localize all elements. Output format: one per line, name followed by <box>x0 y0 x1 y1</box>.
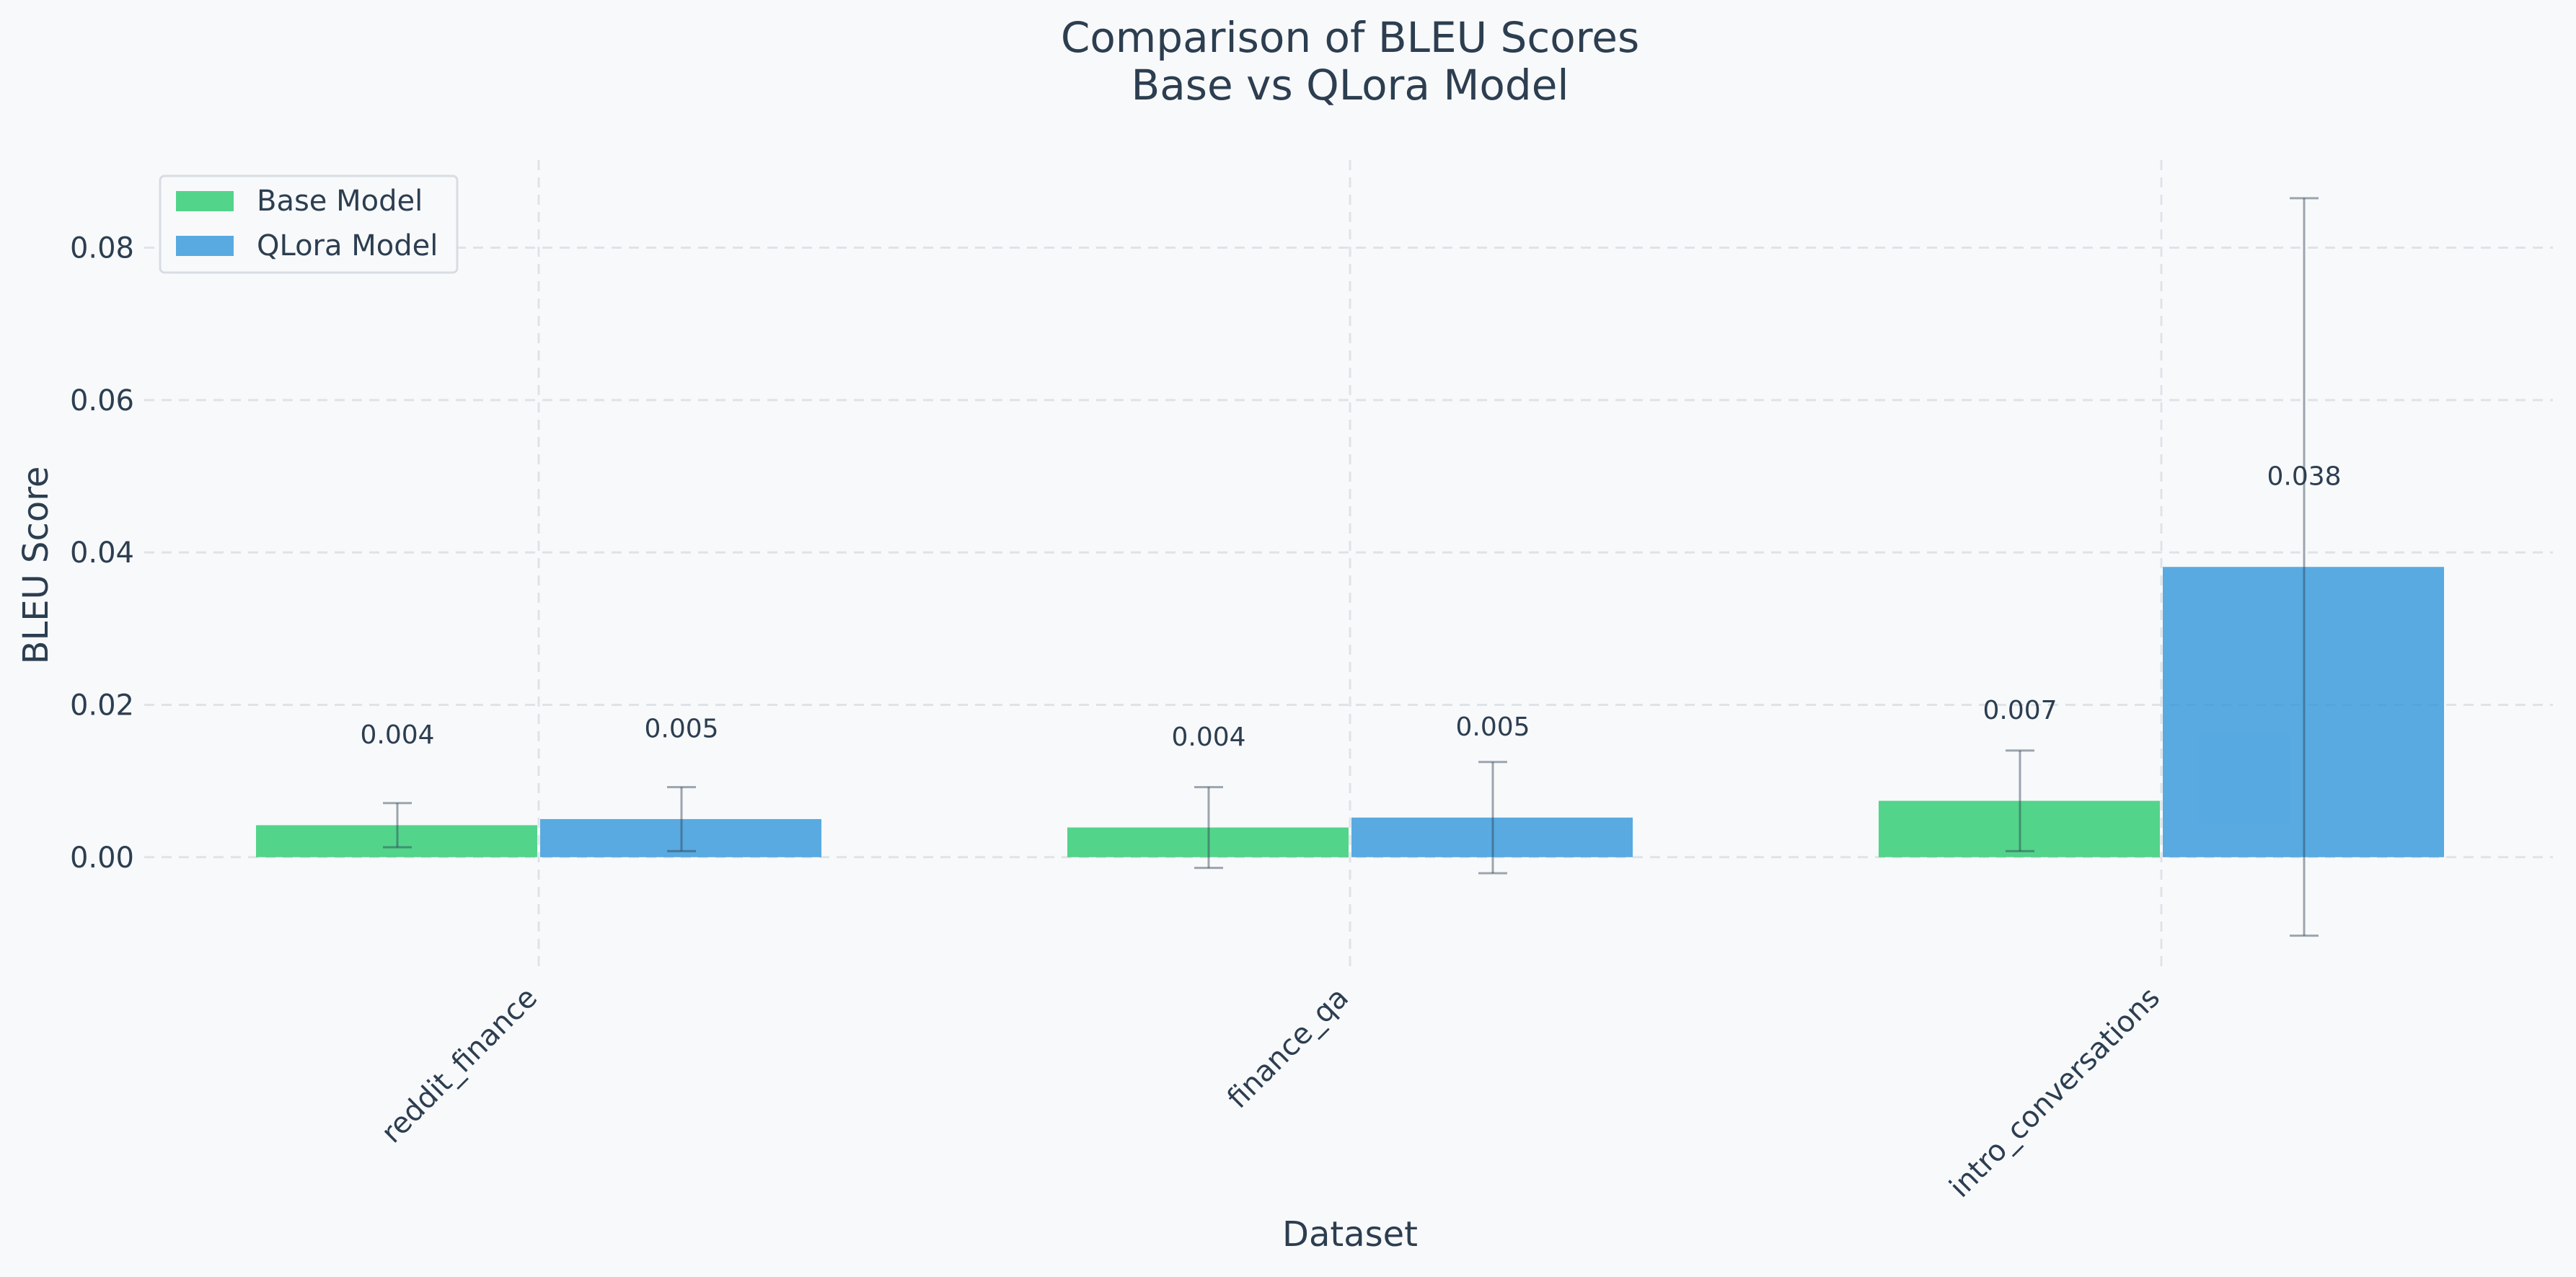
y-axis-ticks: 0.00 0.02 0.04 0.06 0.08 <box>70 232 134 875</box>
bar-value-label: 0.038 <box>2267 462 2341 492</box>
x-tick-label: intro_conversations <box>1944 981 2166 1204</box>
x-axis-ticks: reddit_finance finance_qa intro_conversati… <box>375 981 2166 1204</box>
chart-title: Comparison of BLEU Scores <box>1061 13 1639 62</box>
legend: Base Model QLora Model <box>159 174 459 274</box>
y-tick-label: 0.04 <box>70 536 134 570</box>
bars <box>256 567 2444 857</box>
bar-value-label: 0.004 <box>1171 723 1245 752</box>
bar-value-label: 0.007 <box>1982 696 2057 725</box>
bar-value-label: 0.005 <box>644 714 718 743</box>
bar-base-model <box>1879 800 2160 857</box>
y-axis-label: BLEU Score <box>16 467 56 665</box>
bar-value-label: 0.004 <box>360 720 434 750</box>
bar-value-label: 0.005 <box>1455 712 1530 742</box>
y-tick-label: 0.08 <box>70 232 134 265</box>
y-tick-label: 0.02 <box>70 689 134 722</box>
legend-label-qlora-model: QLora Model <box>257 229 438 262</box>
legend-frame <box>159 174 459 274</box>
bar-qlora-model <box>540 818 821 857</box>
bar-qlora-model <box>1351 817 1633 857</box>
y-tick-label: 0.06 <box>70 384 134 417</box>
legend-swatch-qlora-model <box>176 236 234 256</box>
bar-base-model <box>256 825 537 857</box>
error-bars <box>383 197 2319 937</box>
x-tick-label: finance_qa <box>1221 981 1355 1115</box>
bar-qlora-model <box>2163 567 2444 857</box>
x-axis-label: Dataset <box>1282 1214 1418 1255</box>
legend-label-base-model: Base Model <box>257 185 423 218</box>
bar-base-model <box>1067 827 1349 857</box>
bar-value-labels: 0.004 0.004 0.007 0.005 0.005 0.038 <box>360 462 2341 752</box>
chart-subtitle: Base vs QLora Model <box>1131 61 1569 110</box>
legend-swatch-base-model <box>176 191 234 211</box>
x-tick-label: reddit_finance <box>375 981 544 1150</box>
y-tick-label: 0.00 <box>70 841 134 875</box>
